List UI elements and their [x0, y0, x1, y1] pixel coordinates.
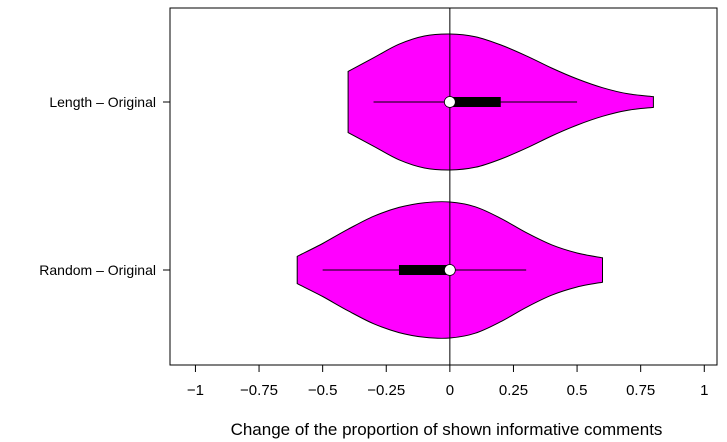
x-tick-label: −1	[187, 382, 204, 399]
median-marker	[443, 96, 456, 108]
x-axis-title: Change of the proportion of shown inform…	[231, 420, 663, 439]
x-tick-label: 0.25	[499, 382, 528, 399]
y-axis: Length – Original Random – Original	[39, 94, 170, 278]
iqr-box	[398, 265, 450, 275]
y-tick-label: Length – Original	[49, 94, 156, 110]
x-tick-label: 0.5	[567, 382, 588, 399]
x-tick-label: 1	[700, 382, 708, 399]
plot-frame	[169, 7, 718, 366]
y-tick-label: Random – Original	[39, 262, 156, 278]
boxplots-layer	[322, 96, 578, 276]
median-marker	[443, 264, 456, 276]
x-axis: −1 −0.75 −0.5 −0.25 0 0.25 0.5 0.75 1	[187, 365, 708, 399]
x-tick-label: −0.75	[240, 382, 278, 399]
x-tick-label: −0.5	[308, 382, 338, 399]
x-tick-label: 0	[446, 382, 454, 399]
x-tick-label: −0.25	[367, 382, 405, 399]
x-tick-label: 0.75	[626, 382, 655, 399]
iqr-box	[449, 97, 501, 107]
